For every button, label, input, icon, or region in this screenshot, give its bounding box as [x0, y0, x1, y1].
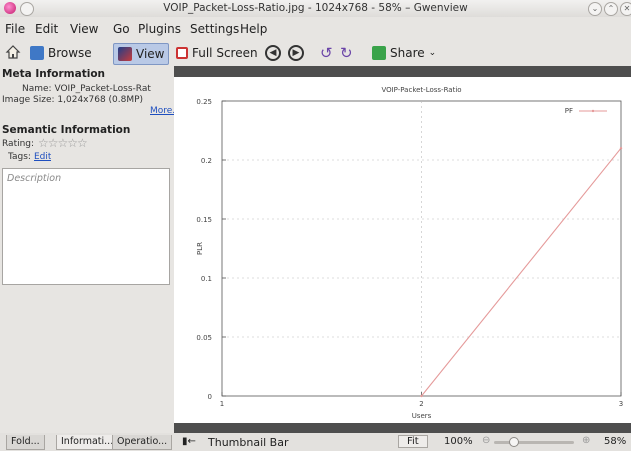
tags-edit-link[interactable]: Edit [34, 152, 52, 162]
image-viewer[interactable]: 0 0.05 0.1 0.15 0.2 0.25 1 2 3 VOIP-Packet-Loss-R… [174, 77, 631, 423]
menu-plugins[interactable]: Plugins [138, 22, 181, 36]
zoom-percent: 58% [604, 436, 627, 447]
main-toolbar: Browse View Full Screen ◀ ▶ ↺ ↻ Share ⌄ [0, 41, 631, 66]
previous-button[interactable]: ◀ [265, 43, 281, 63]
fullscreen-button[interactable]: Full Screen [176, 43, 258, 63]
rotate-right-icon: ↻ [340, 44, 353, 62]
y-tick-label: 0.15 [196, 216, 212, 224]
rotate-left-button[interactable]: ↺ [320, 43, 333, 63]
image-size: Image Size: 1,024x768 (0.8MP) [2, 95, 144, 105]
fullscreen-icon [176, 47, 188, 59]
sidebar: Meta Information Name: VOIP_Packet-Loss-… [0, 66, 181, 433]
more-link[interactable]: More... [150, 106, 181, 116]
next-button[interactable]: ▶ [288, 43, 304, 63]
maximize-icon[interactable]: ⌃ [604, 2, 618, 16]
view-label: View [136, 47, 165, 61]
browse-label: Browse [48, 46, 92, 60]
menu-view[interactable]: View [70, 22, 99, 36]
y-tick-label: 0.25 [196, 98, 212, 106]
tab-information[interactable]: Informati... [56, 435, 119, 450]
previous-icon: ◀ [265, 45, 281, 61]
share-icon [372, 46, 386, 60]
description-field[interactable]: Description [2, 168, 170, 285]
window-title: VOIP_Packet-Loss-Ratio.jpg - 1024x768 - … [163, 2, 468, 14]
home-button[interactable] [5, 43, 21, 63]
zoom-in-icon[interactable]: ⊕ [582, 435, 591, 446]
rotate-right-button[interactable]: ↻ [340, 43, 353, 63]
keep-above-icon[interactable] [20, 2, 34, 16]
menu-file[interactable]: File [5, 22, 26, 36]
chevron-down-icon: ⌄ [428, 48, 437, 58]
x-tick-label: 3 [619, 400, 623, 408]
description-placeholder: Description [7, 173, 62, 184]
zoom-100-button[interactable]: 100% [444, 436, 473, 447]
zoom-out-icon[interactable]: ⊖ [482, 435, 491, 446]
browse-button[interactable]: Browse [30, 43, 92, 63]
status-bar: Fold... Informati... Operatio... ▮← Thum… [0, 433, 631, 451]
x-axis-label: Users [412, 412, 432, 420]
series-point [619, 147, 623, 150]
image-name: Name: VOIP_Packet-Loss-Rat [22, 84, 151, 94]
line-chart: 0 0.05 0.1 0.15 0.2 0.25 1 2 3 VOIP-Packet-Loss-R… [196, 86, 623, 420]
legend-label: PF [565, 107, 573, 115]
chart-title: VOIP-Packet-Loss-Ratio [381, 86, 461, 94]
series-point [420, 394, 423, 398]
y-axis-label: PLR [196, 242, 204, 255]
series-line-pf [421, 147, 622, 397]
tab-operations[interactable]: Operatio... [112, 435, 173, 450]
thumbnail-bar-label[interactable]: Thumbnail Bar [208, 436, 289, 449]
zoom-slider[interactable] [494, 437, 574, 447]
app-icon[interactable] [4, 2, 16, 14]
thumbnail-bar-toggle-icon[interactable]: ▮← [182, 436, 196, 447]
menu-settings[interactable]: Settings [190, 22, 240, 36]
y-tick-label: 0.2 [201, 157, 212, 165]
semantic-information-heading: Semantic Information [2, 124, 131, 136]
menu-bar: File Edit View Go Plugins Settings Help [0, 17, 631, 41]
image-icon [118, 47, 132, 61]
menu-go[interactable]: Go [113, 22, 130, 36]
home-icon [5, 44, 21, 63]
y-tick-label: 0 [208, 393, 212, 401]
window-titlebar: VOIP_Packet-Loss-Ratio.jpg - 1024x768 - … [0, 0, 631, 17]
menu-edit[interactable]: Edit [35, 22, 59, 36]
tags-label: Tags: [8, 152, 31, 162]
menu-help[interactable]: Help [240, 22, 268, 36]
view-button[interactable]: View [113, 43, 170, 65]
grid-icon [30, 46, 44, 60]
x-tick-label: 2 [419, 400, 423, 408]
legend-marker [591, 109, 595, 113]
share-label: Share [390, 46, 425, 60]
next-icon: ▶ [288, 45, 304, 61]
y-tick-label: 0.1 [201, 275, 212, 283]
viewer-bottom-border [174, 423, 631, 433]
share-button[interactable]: Share ⌄ [372, 43, 436, 63]
rotate-left-icon: ↺ [320, 44, 333, 62]
close-icon[interactable]: ✕ [620, 2, 631, 16]
viewer-top-border [174, 66, 631, 77]
y-tick-label: 0.05 [196, 334, 212, 342]
rating-label: Rating: [2, 139, 35, 149]
minimize-icon[interactable]: ⌄ [588, 2, 602, 16]
rating-stars[interactable]: ☆☆☆☆☆ [38, 136, 88, 150]
zoom-slider-handle[interactable] [509, 437, 520, 447]
meta-information-heading: Meta Information [2, 68, 106, 80]
x-tick-label: 1 [220, 400, 224, 408]
fullscreen-label: Full Screen [192, 46, 258, 60]
fit-button[interactable]: Fit [398, 435, 428, 448]
tab-folders[interactable]: Fold... [6, 435, 45, 450]
